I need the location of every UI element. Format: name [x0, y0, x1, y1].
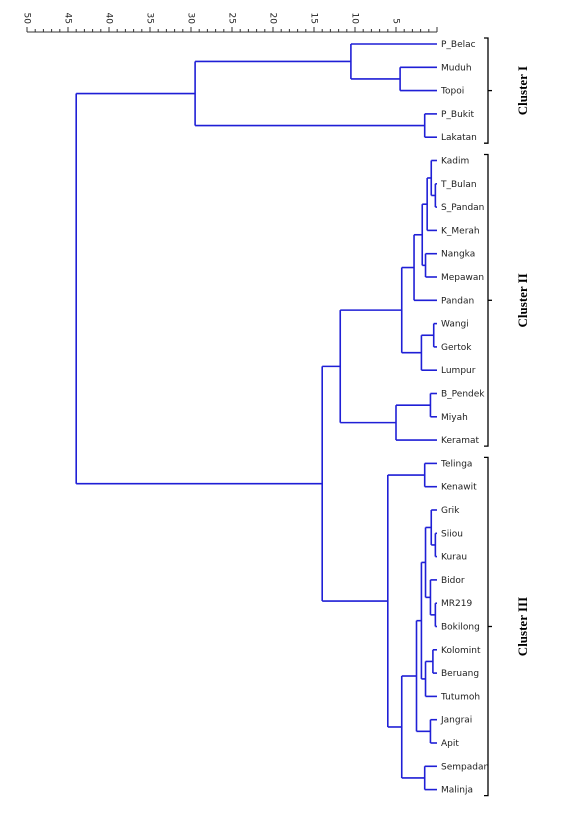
cluster-bracket [484, 456, 489, 797]
leaf-labels: P_Belac Muduh Topoi P_Bukit Lakatan Kadim T_Bu… [440, 40, 489, 796]
leaf-label: Apit [441, 739, 459, 749]
leaf-label: S_Pandan [441, 203, 484, 213]
leaf-label: Kurau [441, 553, 467, 563]
leaf-label: Siiou [441, 529, 463, 539]
axis-tick-label: 15 [309, 13, 319, 24]
cluster-label: Cluster II [515, 273, 530, 327]
leaf-label: Bidor [441, 576, 465, 586]
leaf-label: Muduh [441, 63, 472, 73]
leaf-label: Keramat [441, 436, 479, 446]
cluster-brackets: Cluster I Cluster II Cluster III [484, 37, 530, 797]
leaf-label: Kolomint [441, 646, 481, 656]
axis-tick-label: 35 [145, 13, 155, 24]
leaf-label: Tutumoh [440, 692, 480, 702]
leaf-label: Beruang [441, 669, 479, 679]
leaf-label: Bokilong [441, 623, 480, 633]
axis-tick-label: 30 [186, 13, 196, 25]
leaf-label: Lumpur [441, 366, 476, 376]
axis-tick-label: 10 [350, 13, 360, 25]
leaf-label: Grik [441, 506, 460, 516]
leaf-label: Miyah [441, 413, 468, 423]
leaf-label: P_Bukit [441, 110, 475, 120]
leaf-label: P_Belac [441, 40, 476, 50]
leaf-label: Wangi [441, 320, 469, 330]
leaf-label: Sempadan [441, 762, 489, 772]
leaf-label: T_Bulan [440, 180, 477, 190]
leaf-label: MR219 [441, 599, 472, 609]
leaf-label: K_Merah [441, 226, 480, 236]
leaf-label: Topoi [440, 87, 464, 97]
leaf-label: Nangka [441, 250, 475, 260]
leaf-label: Lakatan [441, 133, 477, 143]
leaf-label: Kenawit [441, 483, 477, 493]
cluster-label: Cluster III [515, 597, 530, 656]
leaf-label: B_Pendek [441, 390, 485, 400]
axis-tick-label: 45 [63, 13, 73, 24]
cluster-bracket [484, 153, 489, 447]
leaf-label: Kadim [441, 157, 469, 167]
axis-tick-label: 5 [391, 18, 401, 24]
distance-axis: 50 45 40 35 30 25 20 15 10 5 [22, 13, 438, 33]
cluster-label: Cluster I [515, 66, 530, 115]
leaf-label: Malinja [441, 786, 473, 796]
axis-tick-label: 50 [22, 13, 32, 25]
axis-tick-label: 20 [268, 13, 278, 25]
axis-tick-label: 40 [104, 13, 114, 25]
cluster-bracket [484, 37, 489, 144]
leaf-label: Pandan [441, 296, 474, 306]
leaf-label: Jangrai [440, 716, 472, 726]
leaf-label: Telinga [440, 459, 472, 469]
leaf-label: Mepawan [441, 273, 484, 283]
leaf-label: Gertok [441, 343, 472, 353]
dendrogram-branches [75, 43, 437, 791]
axis-tick-label: 25 [227, 13, 237, 24]
